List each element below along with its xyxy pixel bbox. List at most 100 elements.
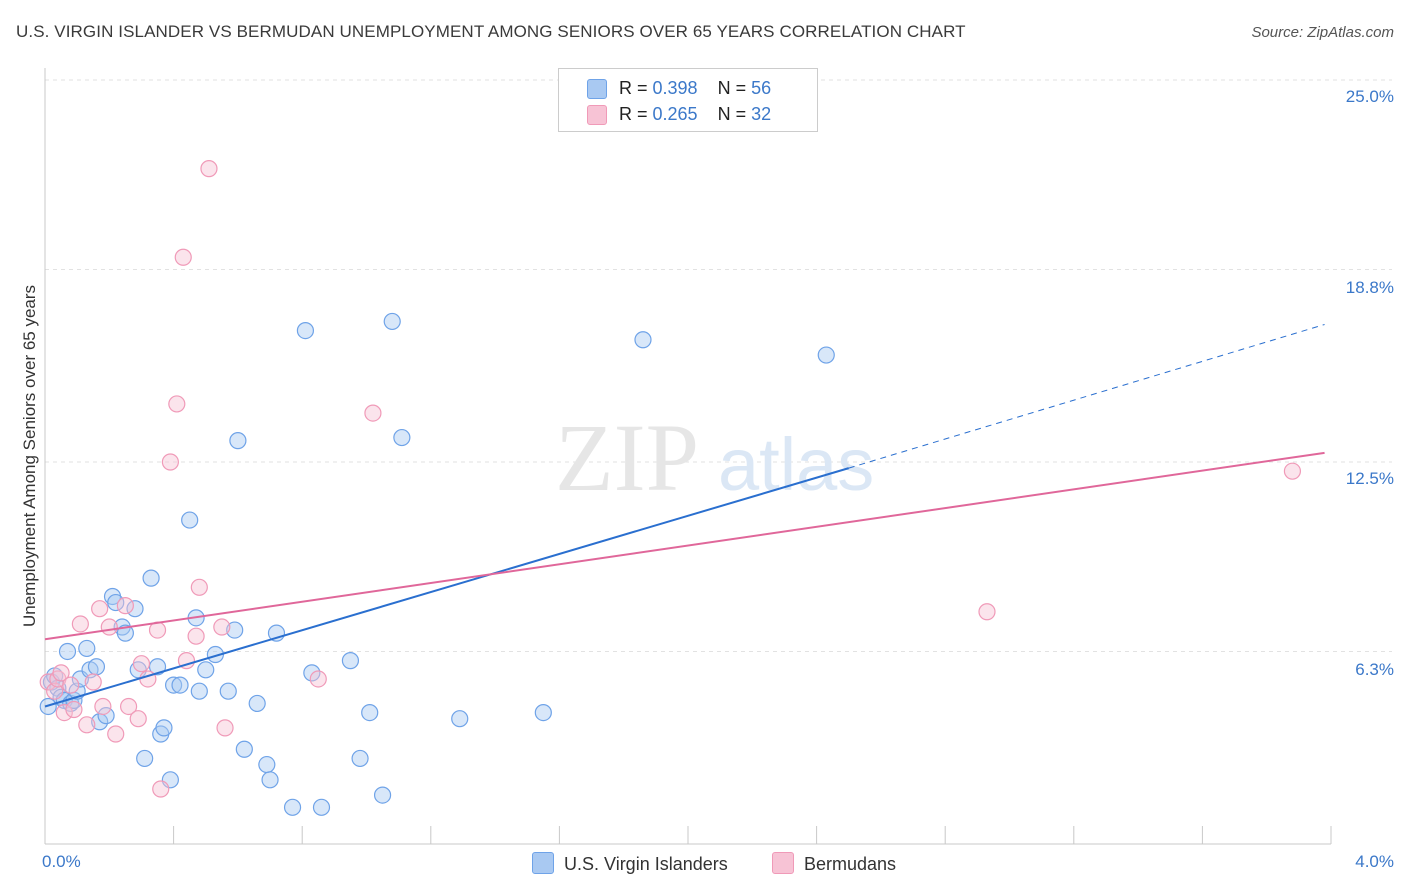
bermudans-point-32 <box>978 603 996 621</box>
bermudans-point-12 <box>100 618 118 636</box>
correlation-legend: R = 0.398 N = 56 R = 0.265 N = 32 <box>558 68 818 132</box>
virgin-islanders-point-52 <box>393 428 411 447</box>
series-swatch-blue <box>532 852 554 874</box>
bermudans-point-7 <box>71 615 89 633</box>
bermudans-point-21 <box>161 453 179 471</box>
bermudans-point-16 <box>129 710 147 728</box>
legend-n-value: 32 <box>751 104 772 124</box>
virgin-islanders-point-54 <box>534 703 552 722</box>
legend-n-value: 56 <box>751 78 772 98</box>
virgin-islanders-point-37 <box>229 432 247 450</box>
virgin-islanders-point-43 <box>283 798 302 816</box>
virgin-islanders-point-26 <box>155 719 173 737</box>
virgin-islanders-point-55 <box>634 331 652 349</box>
legend-swatch-blue <box>587 79 607 99</box>
legend-r-value: 0.398 <box>652 78 698 98</box>
bermudans-point-9 <box>84 673 102 691</box>
x-tick-label-min: 0.0% <box>42 852 81 871</box>
virgin-islanders-point-50 <box>373 786 392 804</box>
virgin-islanders-point-47 <box>341 652 360 670</box>
legend-r-value: 0.265 <box>652 104 698 124</box>
watermark-zip: ZIP <box>555 404 699 511</box>
chart-title: U.S. VIRGIN ISLANDER VS BERMUDAN UNEMPLO… <box>16 22 966 41</box>
series-legend-bermudans: Bermudans <box>772 852 896 875</box>
series-swatch-pink <box>772 852 794 874</box>
y-tick-label-25: 25.0% <box>1345 87 1394 106</box>
bermudans-point-15 <box>119 697 138 716</box>
trend-lines <box>44 324 1325 708</box>
virgin-islanders-trend-line <box>44 467 850 708</box>
virgin-islanders-point-40 <box>258 755 276 774</box>
bermudans-point-6 <box>65 700 83 719</box>
legend-r-label: R = <box>619 78 653 98</box>
virgin-islanders-point-15 <box>97 707 115 725</box>
legend-n-label: N = <box>717 104 752 124</box>
virgin-islanders-point-33 <box>197 661 215 679</box>
virgin-islanders-point-35 <box>219 682 237 700</box>
virgin-islanders-point-44 <box>296 321 315 340</box>
source-label: Source: ZipAtlas.com <box>1251 24 1394 41</box>
virgin-islanders-point-22 <box>136 749 154 768</box>
virgin-islanders-point-13 <box>87 658 106 676</box>
bermudans-point-20 <box>152 780 170 798</box>
legend-n-label: N = <box>717 78 752 98</box>
virgin-islanders-point-29 <box>171 676 189 694</box>
y-tick-label-12-5: 12.5% <box>1345 469 1394 488</box>
legend-swatch-pink <box>587 105 607 125</box>
bermudans-point-14 <box>116 597 134 615</box>
bermudans-point-33 <box>1283 462 1302 480</box>
virgin-islanders-point-46 <box>312 798 331 816</box>
virgin-islanders-point-23 <box>142 569 160 587</box>
bermudans-point-28 <box>213 618 231 636</box>
virgin-islanders-point-38 <box>235 740 253 758</box>
virgin-islanders-point-24 <box>148 658 167 676</box>
bermudans-point-3 <box>52 664 70 682</box>
virgin-islanders-point-20 <box>126 600 144 618</box>
series-name: U.S. Virgin Islanders <box>564 854 728 874</box>
y-tick-label-18-8: 18.8% <box>1345 278 1394 297</box>
bermudans-point-30 <box>309 670 327 688</box>
virgin-islanders-point-56 <box>817 346 835 364</box>
virgin-islanders-point-36 <box>226 621 244 639</box>
bermudans-point-23 <box>174 248 192 266</box>
bermudans-point-27 <box>200 160 218 178</box>
bermudans-point-0 <box>39 673 57 691</box>
bermudans-point-31 <box>364 404 382 422</box>
bermudans-point-29 <box>216 719 234 737</box>
virgin-islanders-point-32 <box>190 682 208 700</box>
bermudans-point-8 <box>78 716 96 734</box>
bermudans-point-24 <box>177 652 196 670</box>
virgin-islanders-point-28 <box>165 676 183 694</box>
legend-r-label: R = <box>619 104 653 124</box>
gridlines <box>45 79 1392 652</box>
series-legend-virgin-islanders: U.S. Virgin Islanders <box>532 852 728 875</box>
virgin-islanders-point-45 <box>303 664 321 682</box>
y-tick-label-6-3: 6.3% <box>1355 660 1394 679</box>
watermark-atlas: atlas <box>718 423 874 506</box>
virgin-islanders-point-11 <box>78 639 96 658</box>
virgin-islanders-point-6 <box>58 642 77 661</box>
bermudans-point-17 <box>132 655 151 673</box>
virgin-islanders-point-48 <box>351 749 369 768</box>
bermudans-point-5 <box>62 676 80 694</box>
virgin-islanders-point-41 <box>261 771 279 789</box>
bermudans-point-25 <box>187 627 205 645</box>
virgin-islanders-point-39 <box>248 694 266 713</box>
bermudans-point-13 <box>107 725 125 743</box>
bermudans-point-22 <box>168 395 186 413</box>
virgin-islanders-point-19 <box>116 624 134 642</box>
virgin-islanders-trend-extension <box>848 324 1325 469</box>
bermudans-point-10 <box>91 600 109 618</box>
bermudans-point-26 <box>190 578 208 596</box>
virgin-islanders-point-17 <box>107 593 125 612</box>
data-points <box>39 160 1302 816</box>
bermudans-point-4 <box>55 703 73 722</box>
virgin-islanders-point-53 <box>451 710 469 728</box>
series-name: Bermudans <box>804 854 897 874</box>
virgin-islanders-point-51 <box>383 312 401 331</box>
virgin-islanders-point-30 <box>181 511 199 529</box>
bermudans-point-11 <box>94 697 112 716</box>
axes <box>44 68 1332 845</box>
bermudans-trend-line <box>44 451 1325 641</box>
